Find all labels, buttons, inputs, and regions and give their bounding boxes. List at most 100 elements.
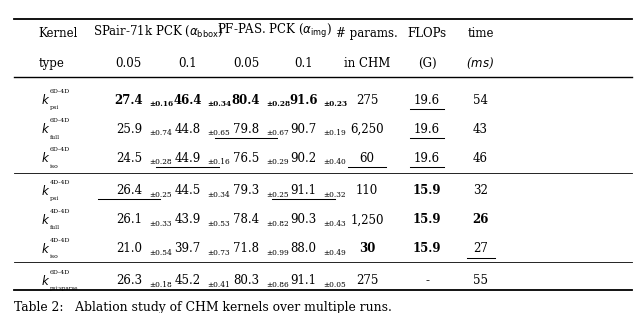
- Text: 1,250: 1,250: [351, 213, 384, 226]
- Text: ±0.41: ±0.41: [208, 281, 230, 289]
- Text: $k$: $k$: [41, 93, 50, 107]
- Text: 39.7: 39.7: [174, 242, 200, 255]
- Text: ±0.67: ±0.67: [266, 129, 289, 137]
- Text: 78.4: 78.4: [233, 213, 259, 226]
- Text: 46.4: 46.4: [173, 94, 202, 107]
- Text: $k$: $k$: [41, 122, 50, 136]
- Text: 275: 275: [356, 274, 378, 287]
- Text: ±0.16: ±0.16: [149, 100, 173, 108]
- Text: 30: 30: [359, 242, 375, 255]
- Text: 15.9: 15.9: [413, 213, 442, 226]
- Text: 19.6: 19.6: [414, 152, 440, 165]
- Text: ±0.18: ±0.18: [149, 281, 172, 289]
- Text: -: -: [425, 274, 429, 287]
- Text: 32: 32: [473, 184, 488, 197]
- Text: 6,250: 6,250: [350, 123, 384, 136]
- Text: 26: 26: [472, 213, 489, 226]
- Text: psi: psi: [50, 196, 59, 201]
- Text: 19.6: 19.6: [414, 123, 440, 136]
- Text: FLOPs: FLOPs: [408, 27, 447, 40]
- Text: 54: 54: [473, 94, 488, 107]
- Text: ±0.32: ±0.32: [324, 191, 346, 199]
- Text: $k$: $k$: [41, 151, 50, 165]
- Text: $k$: $k$: [41, 274, 50, 288]
- Text: ±0.33: ±0.33: [149, 220, 172, 228]
- Text: 26.3: 26.3: [116, 274, 142, 287]
- Text: 6D-4D: 6D-4D: [50, 89, 70, 94]
- Text: 0.05: 0.05: [233, 57, 259, 70]
- Text: $k$: $k$: [41, 242, 50, 256]
- Text: 71.8: 71.8: [233, 242, 259, 255]
- Text: $k$: $k$: [41, 184, 50, 198]
- Text: 44.8: 44.8: [174, 123, 200, 136]
- Text: in CHM: in CHM: [344, 57, 390, 70]
- Text: ±0.99: ±0.99: [266, 249, 289, 257]
- Text: 0.1: 0.1: [294, 57, 313, 70]
- Text: ±0.65: ±0.65: [208, 129, 230, 137]
- Text: PF-PAS. PCK ($\alpha_{\mathsf{img}}$): PF-PAS. PCK ($\alpha_{\mathsf{img}}$): [217, 22, 332, 40]
- Text: full: full: [50, 135, 60, 140]
- Text: ±0.74: ±0.74: [149, 129, 172, 137]
- Text: 91.1: 91.1: [291, 274, 316, 287]
- Text: 44.9: 44.9: [174, 152, 200, 165]
- Text: ±0.82: ±0.82: [266, 220, 289, 228]
- Text: full: full: [50, 225, 60, 230]
- Text: ±0.25: ±0.25: [149, 191, 172, 199]
- Text: 4D-4D: 4D-4D: [50, 238, 70, 243]
- Text: 4D-4D: 4D-4D: [50, 208, 70, 213]
- Text: ±0.34: ±0.34: [208, 100, 232, 108]
- Text: psi;sparse: psi;sparse: [50, 286, 78, 291]
- Text: 43.9: 43.9: [174, 213, 200, 226]
- Text: ±0.05: ±0.05: [324, 281, 346, 289]
- Text: 4D-4D: 4D-4D: [50, 180, 70, 185]
- Text: ±0.40: ±0.40: [324, 158, 346, 166]
- Text: 6D-4D: 6D-4D: [50, 118, 70, 123]
- Text: SPair-71k PCK ($\alpha_{\mathsf{bbox}}$): SPair-71k PCK ($\alpha_{\mathsf{bbox}}$): [93, 23, 223, 38]
- Text: 43: 43: [473, 123, 488, 136]
- Text: ±0.54: ±0.54: [149, 249, 172, 257]
- Text: 24.5: 24.5: [116, 152, 142, 165]
- Text: type: type: [38, 57, 64, 70]
- Text: 27: 27: [473, 242, 488, 255]
- Text: iso: iso: [50, 254, 59, 259]
- Text: # params.: # params.: [336, 27, 398, 40]
- Text: 45.2: 45.2: [174, 274, 200, 287]
- Text: 44.5: 44.5: [174, 184, 200, 197]
- Text: 110: 110: [356, 184, 378, 197]
- Text: 88.0: 88.0: [291, 242, 316, 255]
- Text: 0.1: 0.1: [178, 57, 196, 70]
- Text: 80.3: 80.3: [233, 274, 259, 287]
- Text: ±0.19: ±0.19: [324, 129, 346, 137]
- Text: 25.9: 25.9: [116, 123, 142, 136]
- Text: 90.7: 90.7: [291, 123, 317, 136]
- Text: 90.3: 90.3: [291, 213, 317, 226]
- Text: iso: iso: [50, 164, 59, 169]
- Text: ±0.43: ±0.43: [324, 220, 346, 228]
- Text: 91.6: 91.6: [289, 94, 317, 107]
- Text: 26.1: 26.1: [116, 213, 142, 226]
- Text: ($ms$): ($ms$): [467, 56, 495, 71]
- Text: ±0.86: ±0.86: [266, 281, 289, 289]
- Text: 60: 60: [360, 152, 374, 165]
- Text: Table 2:   Ablation study of CHM kernels over multiple runs.: Table 2: Ablation study of CHM kernels o…: [14, 301, 392, 313]
- Text: 6D-4D: 6D-4D: [50, 147, 70, 152]
- Text: ±0.16: ±0.16: [208, 158, 230, 166]
- Text: 46: 46: [473, 152, 488, 165]
- Text: ±0.28: ±0.28: [149, 158, 172, 166]
- Text: Kernel: Kernel: [38, 27, 77, 40]
- Text: 21.0: 21.0: [116, 242, 142, 255]
- Text: 55: 55: [473, 274, 488, 287]
- Text: 79.3: 79.3: [233, 184, 259, 197]
- Text: ±0.25: ±0.25: [266, 191, 289, 199]
- Text: (G): (G): [418, 57, 436, 70]
- Text: 27.4: 27.4: [115, 94, 143, 107]
- Text: 90.2: 90.2: [291, 152, 317, 165]
- Text: ±0.34: ±0.34: [208, 191, 230, 199]
- Text: 76.5: 76.5: [233, 152, 259, 165]
- Text: psi: psi: [50, 105, 59, 110]
- Text: 275: 275: [356, 94, 378, 107]
- Text: ±0.23: ±0.23: [324, 100, 348, 108]
- Text: 0.05: 0.05: [116, 57, 142, 70]
- Text: 79.8: 79.8: [233, 123, 259, 136]
- Text: 91.1: 91.1: [291, 184, 316, 197]
